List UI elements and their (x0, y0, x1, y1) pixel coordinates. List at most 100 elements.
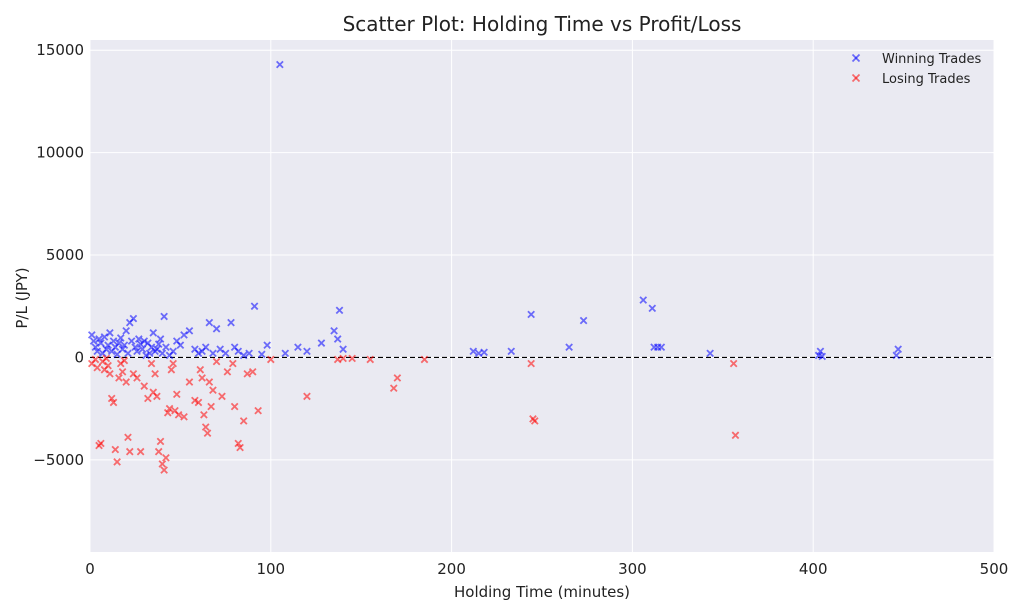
data-point (87, 331, 96, 339)
chart-title: Scatter Plot: Holding Time vs Profit/Los… (343, 12, 742, 36)
data-point (648, 304, 657, 313)
data-point (104, 341, 112, 349)
data-point (201, 423, 210, 431)
data-point (89, 337, 98, 345)
data-point (120, 341, 129, 349)
data-point (160, 312, 168, 321)
data-point (729, 359, 738, 368)
data-point (257, 350, 266, 359)
data-point (116, 334, 125, 342)
data-point (151, 369, 159, 378)
data-point (205, 318, 214, 327)
data-point (205, 378, 214, 386)
data-point (115, 374, 123, 382)
data-point (180, 412, 188, 421)
data-point (147, 359, 156, 368)
data-point (120, 356, 129, 365)
data-point (294, 343, 302, 352)
data-point (106, 329, 114, 337)
data-point (731, 431, 740, 440)
data-point (818, 352, 827, 361)
data-point (162, 343, 170, 352)
tick-labels: 0 100 200 300 400 500 −5000 0 5000 10000 15000 (33, 41, 1008, 578)
legend-marker-winning (851, 53, 861, 63)
data-point (158, 349, 167, 358)
x-tick-label: 100 (256, 560, 285, 578)
data-point (639, 296, 648, 304)
data-point (111, 445, 120, 454)
data-point (160, 466, 168, 474)
data-point (657, 343, 666, 352)
data-point (389, 384, 398, 392)
y-tick-label: 0 (74, 348, 84, 366)
data-point (93, 347, 102, 356)
data-point (109, 337, 118, 345)
x-tick-label: 0 (85, 560, 95, 578)
data-point (527, 359, 535, 368)
data-point (133, 347, 141, 356)
data-point (330, 326, 338, 335)
data-point (527, 310, 535, 319)
data-point (185, 326, 194, 335)
data-point (109, 398, 118, 407)
data-point (339, 345, 347, 354)
data-point (248, 367, 257, 376)
y-tick-label: 15000 (36, 41, 84, 59)
data-point (142, 351, 150, 360)
data-point (335, 306, 344, 315)
data-point (892, 351, 901, 360)
x-tick-label: 400 (799, 560, 828, 578)
data-point (303, 392, 311, 401)
data-point (154, 340, 163, 348)
data-point (348, 354, 356, 363)
series-layer (87, 60, 903, 474)
data-point (180, 331, 188, 339)
data-point (124, 349, 132, 358)
data-point (234, 347, 243, 356)
data-point (153, 345, 161, 354)
data-point (207, 402, 215, 411)
data-point (230, 402, 239, 411)
data-point (228, 359, 237, 368)
data-point (303, 347, 311, 356)
data-point (339, 354, 347, 363)
data-point (420, 355, 429, 364)
data-point (706, 349, 714, 358)
data-point (122, 378, 130, 386)
y-tick-label: −5000 (33, 451, 84, 469)
data-point (200, 410, 208, 419)
data-point (196, 365, 205, 374)
data-point (194, 349, 203, 358)
data-point (158, 460, 167, 468)
legend-label-losing: Losing Trades (882, 72, 971, 87)
data-point (474, 349, 483, 358)
data-point (333, 335, 342, 343)
data-point (153, 392, 161, 401)
data-point (245, 349, 253, 358)
data-point (106, 369, 114, 378)
data-point (138, 345, 147, 354)
data-point (169, 359, 178, 368)
x-axis-label: Holding Time (minutes) (454, 583, 630, 601)
data-point (102, 354, 111, 363)
data-point (263, 341, 272, 349)
data-point (243, 369, 252, 378)
data-point (276, 60, 284, 69)
data-point (223, 367, 232, 376)
data-point (281, 349, 290, 358)
data-point (333, 355, 342, 364)
x-tick-label: 500 (980, 560, 1009, 578)
x-tick-label: 200 (437, 560, 466, 578)
data-point (91, 355, 100, 364)
data-point (185, 378, 194, 386)
data-point (134, 335, 143, 343)
data-point (91, 343, 100, 352)
data-point (254, 406, 262, 415)
data-point (115, 339, 123, 347)
data-point (172, 390, 181, 399)
data-point (266, 355, 275, 364)
data-point (124, 433, 132, 442)
data-point (97, 439, 105, 448)
data-point (118, 345, 127, 354)
data-point (469, 347, 478, 356)
